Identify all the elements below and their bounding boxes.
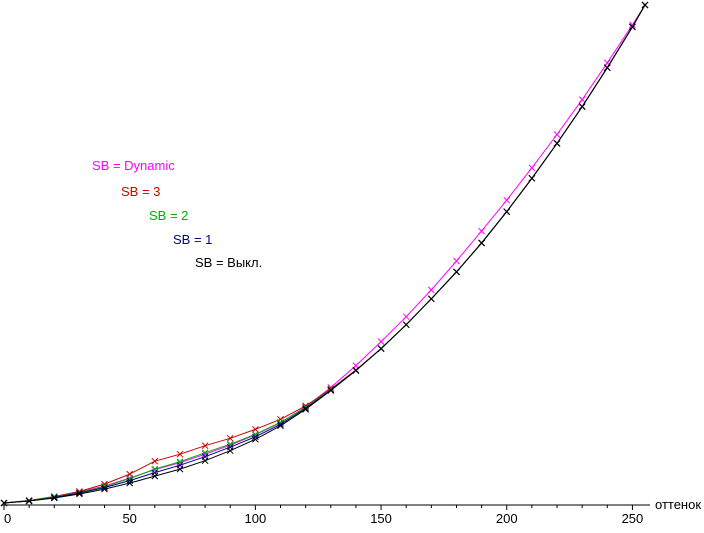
legend-item-sb-2: SB = 2 — [149, 208, 189, 223]
legend-item-sb-off: SB = Выкл. — [195, 255, 263, 270]
legend-item-sb-3: SB = 3 — [121, 184, 161, 199]
x-axis-title: оттенок — [655, 497, 701, 512]
series-line-sb-2 — [3, 4, 646, 504]
x-tick-label: 100 — [245, 511, 267, 526]
series-markers-sb-3 — [0, 1, 649, 507]
series-line-sb-off — [3, 4, 646, 504]
series-markers-sb-off — [0, 1, 649, 507]
series-line-sb-dynamic — [3, 4, 646, 504]
x-tick-label: 200 — [496, 511, 518, 526]
legend-item-sb-dynamic: SB = Dynamic — [92, 158, 175, 173]
x-tick-label: 50 — [122, 511, 136, 526]
series-markers-sb-1 — [0, 1, 649, 507]
x-tick-label: 250 — [622, 511, 644, 526]
x-tick-label: 0 — [4, 511, 11, 526]
legend-item-sb-1: SB = 1 — [173, 232, 213, 247]
x-tick-label: 150 — [370, 511, 392, 526]
series-line-sb-1 — [3, 4, 646, 504]
series-markers-sb-2 — [0, 1, 649, 507]
series-markers-sb-dynamic — [0, 1, 649, 507]
series-line-sb-3 — [3, 4, 646, 504]
